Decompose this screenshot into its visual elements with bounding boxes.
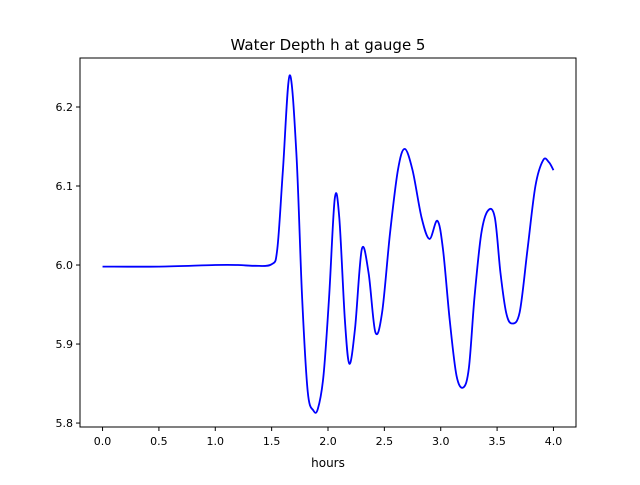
x-axis-label: hours (311, 456, 345, 470)
x-tick-label: 1.0 (207, 435, 225, 448)
x-tick-label: 2.0 (319, 435, 337, 448)
chart-title: Water Depth h at gauge 5 (231, 36, 426, 54)
y-tick-label: 5.9 (56, 338, 74, 351)
plot-area-frame (79, 57, 577, 428)
y-tick-label: 6.0 (56, 259, 74, 272)
x-tick-label: 0.0 (94, 435, 112, 448)
y-tick-label: 5.8 (56, 417, 74, 430)
x-tick-label: 3.5 (488, 435, 506, 448)
x-tick-label: 0.5 (150, 435, 168, 448)
y-tick-label: 6.2 (56, 101, 74, 114)
x-tick-label: 3.0 (432, 435, 450, 448)
x-tick-label: 1.5 (263, 435, 281, 448)
x-tick-label: 4.0 (545, 435, 563, 448)
x-tick-label: 2.5 (376, 435, 394, 448)
y-tick-label: 6.1 (56, 180, 74, 193)
series-line-h (102, 74, 555, 414)
